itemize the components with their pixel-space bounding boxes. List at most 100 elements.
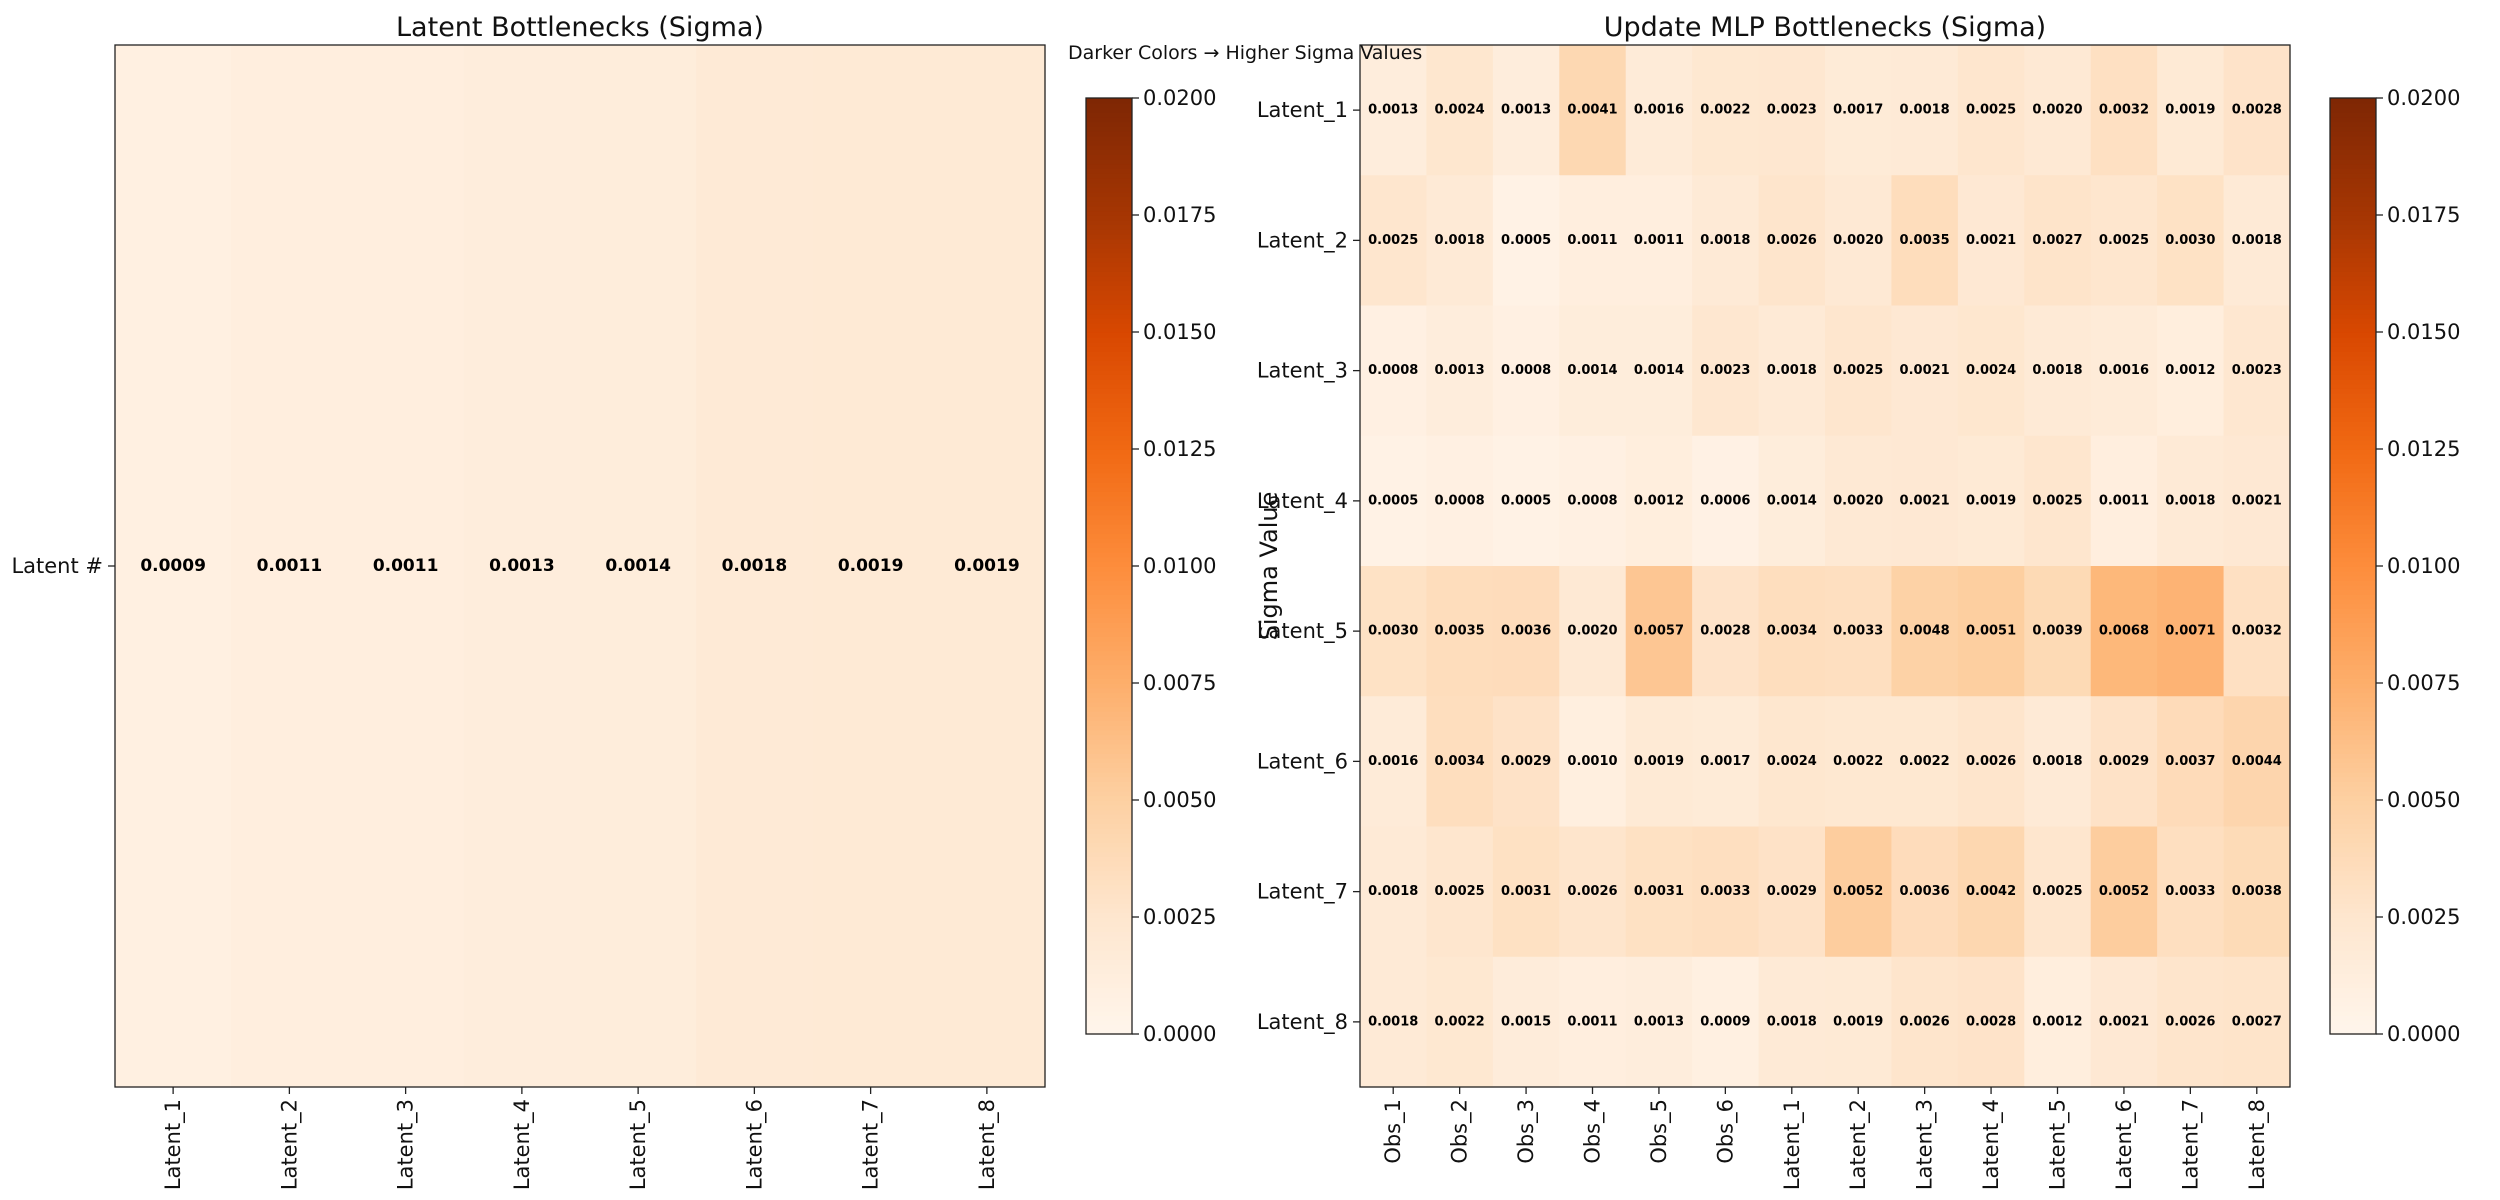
heatmap-cell [1625,956,1693,1088]
colorbar-gradient-segment [2330,771,2376,778]
heatmap-cell [1360,956,1428,1088]
cell-value-label: 0.0019 [838,556,904,576]
cell-value-label: 0.0044 [2232,754,2282,769]
x-tick-label: Latent_2 [277,1099,302,1190]
y-tick-label: Latent_7 [1257,880,1348,905]
heatmap-cell [1957,45,2025,176]
colorbar-gradient-segment [2330,116,2376,123]
colorbar-gradient-segment [1086,594,1132,600]
heatmap-cell [1492,435,1560,567]
heatmap-cell [2090,826,2158,958]
colorbar-gradient-segment [2330,603,2376,609]
cell-value-label: 0.0018 [1900,103,1950,118]
colorbar-gradient-segment [2330,668,2376,675]
colorbar-gradient-segment [2330,673,2376,680]
heatmap-cell [1758,956,1826,1088]
cell-value-label: 0.0023 [2232,363,2282,378]
colorbar-gradient-segment [2330,406,2376,413]
colorbar-gradient-segment [2330,285,2376,291]
colorbar-gradient-segment [2330,748,2376,754]
colorbar-gradient-segment [2330,233,2376,240]
colorbar-gradient-segment [2330,781,2376,787]
colorbar-gradient-segment [1086,551,1132,558]
colorbar-gradient-segment [2330,107,2376,113]
colorbar-gradient-segment [2330,612,2376,619]
cell-value-label: 0.0022 [1900,754,1950,769]
colorbar-gradient-segment [1086,771,1132,778]
colorbar-gradient-segment [1086,1005,1132,1012]
cell-value-label: 0.0035 [1435,624,1485,639]
colorbar-gradient-segment [2330,973,2376,979]
heatmap-cell [1625,566,1693,697]
colorbar-gradient-segment [1086,949,1132,956]
colorbar-gradient-segment [2330,598,2376,605]
heatmap-cell [1891,956,1959,1088]
colorbar-gradient-segment [2330,205,2376,212]
colorbar-gradient-segment [1086,603,1132,609]
colorbar-gradient-segment [1086,720,1132,726]
cell-value-label: 0.0008 [1435,493,1485,508]
cell-value-label: 0.0029 [1501,754,1551,769]
colorbar-gradient-segment [1086,341,1132,347]
colorbar-gradient-segment [2330,856,2376,862]
colorbar-gradient-segment [1086,481,1132,488]
heatmap-cell [1758,435,1826,567]
colorbar-gradient-segment [1086,683,1132,689]
colorbar-gradient-segment [1086,668,1132,675]
heatmap-cell [1360,566,1428,697]
colorbar-gradient-segment [2330,739,2376,745]
colorbar-gradient-segment [1086,271,1132,277]
cell-value-label: 0.0033 [1700,884,1750,899]
colorbar-gradient-segment [2330,317,2376,324]
heatmap-cell [1692,696,1760,828]
heatmap-cell [1692,826,1760,958]
cell-value-label: 0.0005 [1501,493,1551,508]
cell-value-label: 0.0020 [1567,624,1617,639]
heatmap-cell [2223,956,2291,1088]
heatmap-cell [2090,305,2158,437]
cell-value-label: 0.0008 [1567,493,1617,508]
colorbar-gradient-segment [1086,374,1132,380]
heatmap-cell [1891,696,1959,828]
colorbar-gradient-segment [2330,654,2376,661]
colorbar-gradient-segment [2330,762,2376,769]
colorbar-gradient-segment [1086,654,1132,661]
colorbar-gradient-segment [1086,640,1132,647]
colorbar-gradient-segment [1086,149,1132,155]
x-tick-label: Latent_7 [859,1099,884,1190]
cell-value-label: 0.0034 [1767,624,1817,639]
cell-value-label: 0.0018 [2165,493,2215,508]
heatmap-cell [2157,566,2225,697]
heatmap-cell [1426,826,1494,958]
colorbar-gradient-segment [1086,158,1132,165]
cell-value-label: 0.0026 [1966,754,2016,769]
heatmap-cell [1426,435,1494,567]
heatmap-cell [1891,566,1959,697]
colorbar-gradient-segment [2330,434,2376,441]
heatmap-cell [2024,696,2092,828]
cell-value-label: 0.0071 [2165,624,2215,639]
chart-title: Latent Bottlenecks (Sigma) [396,12,764,43]
colorbar-gradient-segment [1086,935,1132,942]
heatmap-cell [1758,305,1826,437]
cell-value-label: 0.0013 [1368,103,1418,118]
colorbar-gradient-segment [1086,430,1132,436]
cell-value-label: 0.0013 [489,556,555,576]
colorbar-gradient-segment [1086,434,1132,441]
colorbar-gradient-segment [2330,566,2376,572]
colorbar-gradient-segment [2330,397,2376,403]
colorbar-gradient-segment [2330,626,2376,633]
colorbar-gradient-segment [1086,299,1132,305]
heatmap-cell [1625,435,1693,567]
cell-value-label: 0.0016 [1634,103,1684,118]
heatmap-cell [2157,696,2225,828]
cell-value-label: 0.0021 [2232,493,2282,508]
cell-value-label: 0.0028 [1966,1014,2016,1029]
colorbar-gradient-segment [2330,631,2376,637]
colorbar-gradient-segment [2330,804,2376,811]
colorbar-gradient-segment [1086,172,1132,179]
colorbar-tick-label: 0.0025 [2387,905,2460,929]
colorbar-gradient-segment [1086,697,1132,703]
colorbar-gradient-segment [1086,706,1132,712]
cell-value-label: 0.0022 [1435,1014,1485,1029]
